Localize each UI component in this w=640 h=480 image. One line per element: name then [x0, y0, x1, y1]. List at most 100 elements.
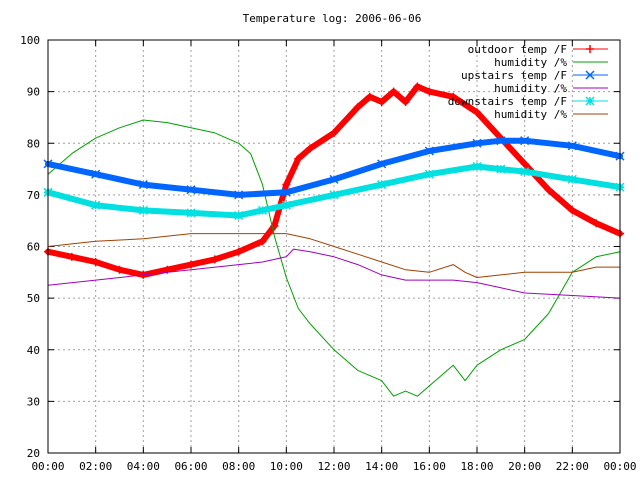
data-point — [281, 200, 291, 210]
data-point — [330, 128, 338, 137]
series-line — [47, 233, 621, 278]
data-point — [67, 252, 76, 261]
data-point — [520, 136, 530, 146]
legend-marker — [585, 96, 595, 106]
legend-entry: humidity /% — [494, 56, 608, 69]
data-point — [520, 167, 530, 177]
data-point — [138, 205, 148, 215]
data-point — [187, 260, 195, 269]
series-line — [47, 119, 621, 397]
legend-label: humidity /% — [494, 56, 567, 69]
data-point — [568, 206, 577, 215]
legend-entry: humidity /% — [494, 108, 608, 121]
data-point — [234, 247, 243, 256]
series-5 — [43, 161, 625, 221]
data-point — [377, 180, 387, 190]
x-tick-label: 14:00 — [365, 460, 398, 473]
x-tick-label: 10:00 — [270, 460, 303, 473]
x-tick-label: 00:00 — [31, 460, 64, 473]
legend-entry: downstairs temp /F — [448, 95, 608, 108]
legend-label: outdoor temp /F — [468, 43, 567, 56]
data-point — [234, 190, 244, 200]
x-tick-label: 16:00 — [413, 460, 446, 473]
data-point — [472, 138, 482, 148]
x-tick-label: 18:00 — [460, 460, 493, 473]
y-tick-label: 70 — [27, 189, 40, 202]
data-point — [281, 187, 291, 197]
data-point — [294, 154, 303, 163]
data-point — [329, 174, 339, 184]
series-line — [45, 137, 623, 198]
data-point — [282, 180, 291, 189]
x-tick-label: 08:00 — [222, 460, 255, 473]
x-tick-label: 20:00 — [508, 460, 541, 473]
data-point — [425, 87, 434, 96]
data-point — [306, 144, 315, 153]
data-point — [496, 164, 506, 174]
data-point — [377, 97, 386, 106]
x-tick-label: 02:00 — [79, 460, 112, 473]
data-point — [424, 169, 434, 179]
legend-label: humidity /% — [494, 108, 567, 121]
x-tick-label: 04:00 — [127, 460, 160, 473]
x-tick-label: 12:00 — [317, 460, 350, 473]
data-point — [413, 82, 422, 91]
legend-entry: outdoor temp /F — [468, 43, 608, 56]
series-line — [47, 248, 621, 299]
data-point — [520, 159, 529, 168]
data-point — [389, 87, 398, 96]
y-tick-label: 90 — [27, 86, 40, 99]
data-point — [329, 190, 339, 200]
data-point — [449, 92, 458, 101]
legend-label: downstairs temp /F — [448, 95, 567, 108]
data-point — [234, 210, 244, 221]
series-6 — [47, 233, 621, 278]
data-point — [377, 159, 387, 169]
plot-frame — [47, 39, 621, 454]
legend-label: upstairs temp /F — [461, 69, 567, 82]
x-tick-label: 22:00 — [556, 460, 589, 473]
y-tick-label: 50 — [27, 292, 40, 305]
data-point — [258, 237, 267, 246]
y-tick-label: 80 — [27, 137, 40, 150]
series-3 — [43, 136, 625, 200]
data-point — [138, 180, 148, 190]
y-tick-label: 40 — [27, 344, 40, 357]
legend-marker — [585, 70, 595, 80]
data-point — [544, 185, 553, 194]
data-point — [115, 265, 124, 274]
data-point — [186, 208, 196, 218]
data-point — [210, 255, 219, 264]
data-point — [91, 200, 101, 210]
legend-label: humidity /% — [494, 82, 567, 95]
data-point — [567, 141, 577, 151]
series-4 — [47, 248, 621, 299]
chart-title: Temperature log: 2006-06-06 — [243, 12, 422, 25]
data-point — [91, 169, 101, 179]
data-point — [592, 219, 601, 228]
data-point — [567, 174, 577, 184]
legend-entry: humidity /% — [494, 82, 608, 95]
y-tick-label: 20 — [27, 447, 40, 460]
data-point — [424, 146, 434, 156]
data-point — [186, 185, 196, 195]
legend-entry: upstairs temp /F — [461, 69, 608, 82]
data-point — [496, 136, 506, 146]
y-tick-label: 100 — [20, 34, 40, 47]
data-point — [257, 205, 268, 215]
data-point — [353, 103, 362, 112]
data-point — [472, 161, 482, 172]
series-2 — [47, 119, 621, 397]
data-point — [365, 92, 374, 101]
series-layer — [43, 82, 625, 397]
y-tick-label: 60 — [27, 241, 40, 254]
data-point — [473, 108, 481, 117]
data-point — [91, 257, 100, 266]
data-point — [401, 97, 410, 106]
y-tick-label: 30 — [27, 395, 40, 408]
legend-marker — [586, 45, 594, 53]
x-tick-label: 00:00 — [603, 460, 636, 473]
x-tick-label: 06:00 — [174, 460, 207, 473]
